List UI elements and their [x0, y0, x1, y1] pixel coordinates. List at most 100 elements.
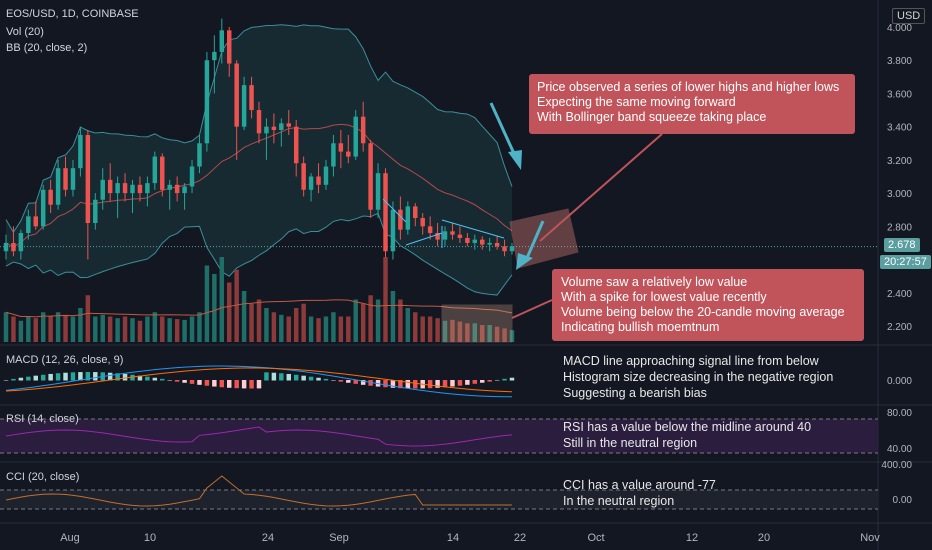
candle: [316, 176, 321, 185]
macd-histogram-bar: [502, 378, 507, 381]
candle: [390, 209, 396, 252]
volume-bar: [494, 326, 500, 342]
macd-histogram-bar: [435, 380, 440, 388]
macd-histogram-bar: [494, 379, 500, 381]
candle: [11, 242, 16, 252]
candle: [465, 237, 470, 243]
price-tick-label: 4.000: [887, 23, 912, 34]
macd-note-line-3: Suggesting a bearish bias: [563, 386, 707, 400]
candle: [40, 189, 46, 227]
candle: [189, 166, 195, 187]
macd-histogram-bar: [472, 380, 478, 384]
volume-bar: [427, 316, 433, 342]
candle: [256, 110, 262, 134]
candle: [502, 246, 507, 252]
x-tick-label: 10: [144, 532, 156, 544]
macd-histogram-bar: [338, 380, 344, 382]
volume-bar: [115, 318, 120, 342]
candle: [145, 183, 150, 194]
macd-histogram-bar: [427, 380, 433, 389]
x-tick-label: Aug: [60, 532, 80, 544]
candle: [26, 216, 31, 233]
volume-bar: [353, 299, 358, 342]
macd-histogram-bar: [93, 372, 98, 381]
macd-histogram-bar: [264, 372, 269, 381]
candle: [55, 168, 61, 205]
macd-histogram-bar: [152, 377, 158, 381]
candle: [308, 176, 314, 190]
volume-bar: [308, 316, 314, 342]
currency-badge[interactable]: USD: [892, 8, 926, 24]
candle: [160, 156, 165, 190]
macd-histogram-bar: [70, 372, 76, 381]
volume-bar: [145, 316, 150, 342]
candle: [442, 231, 448, 240]
volume-bar: [18, 320, 24, 342]
candle: [204, 60, 210, 144]
candle: [323, 166, 329, 185]
macd-histogram-bar: [55, 373, 61, 381]
macd-histogram-bar: [145, 376, 150, 381]
candle: [234, 63, 239, 127]
macd-histogram-bar: [450, 380, 455, 387]
macd-histogram-bar: [219, 380, 225, 388]
bollinger-legend: BB (20, close, 2): [6, 42, 88, 54]
volume-bar: [197, 312, 202, 342]
macd-histogram-bar: [308, 376, 314, 381]
price-note-line-3: With Bollinger band squeeze taking place: [537, 110, 767, 124]
volume-bar: [26, 316, 31, 342]
candle: [346, 151, 351, 157]
candle: [271, 126, 277, 130]
cci-tick-label: 0.00: [893, 495, 913, 506]
macd-histogram-bar: [130, 374, 135, 381]
price-tick-label: 3.200: [887, 156, 912, 167]
volume-bar: [457, 321, 463, 342]
macd-histogram-bar: [26, 376, 31, 381]
candle: [78, 134, 83, 169]
macd-histogram-bar: [63, 372, 68, 381]
macd-histogram-bar: [360, 380, 366, 385]
volume-bar: [212, 274, 217, 342]
candle: [85, 134, 91, 224]
volume-bar: [472, 323, 478, 342]
candle: [18, 232, 24, 252]
volume-bar: [301, 303, 306, 342]
volume-note-line-4: Indicating bullish moemtnum: [561, 320, 720, 334]
volume-bar: [219, 257, 225, 342]
volume-bar: [405, 308, 411, 342]
volume-bar: [227, 282, 232, 342]
candle: [227, 30, 232, 64]
macd-histogram-bar: [137, 375, 143, 381]
volume-bar: [234, 269, 239, 342]
volume-legend: Vol (20): [6, 26, 44, 38]
volume-bar: [249, 303, 254, 342]
volume-bar: [152, 312, 158, 342]
macd-histogram-bar: [122, 373, 128, 381]
macd-histogram-bar: [383, 380, 388, 388]
candle: [70, 168, 76, 190]
arrow-line: [489, 102, 518, 159]
candle: [249, 85, 254, 111]
volume-bar: [204, 265, 210, 342]
x-tick-label: 14: [447, 532, 459, 544]
symbol-title: EOS/USD, 1D, COINBASE: [6, 8, 139, 20]
macd-histogram-bar: [286, 373, 291, 381]
x-tick-label: 24: [262, 532, 274, 544]
arrow-head-icon: [516, 253, 533, 270]
macd-histogram-bar: [115, 373, 120, 381]
candle: [383, 173, 388, 252]
macd-histogram-bar: [405, 380, 411, 389]
macd-histogram-bar: [398, 380, 403, 389]
bollinger-upper: [5, 24, 513, 234]
macd-histogram-bar: [249, 380, 254, 389]
volume-bar: [70, 316, 76, 342]
volume-bar: [40, 312, 46, 342]
candle: [480, 239, 485, 245]
price-tick-label: 2.800: [887, 222, 912, 233]
macd-histogram-bar: [48, 373, 53, 381]
volume-bar: [293, 308, 299, 342]
candle: [174, 184, 180, 194]
volume-bar: [346, 316, 351, 342]
volume-bar: [182, 319, 187, 342]
